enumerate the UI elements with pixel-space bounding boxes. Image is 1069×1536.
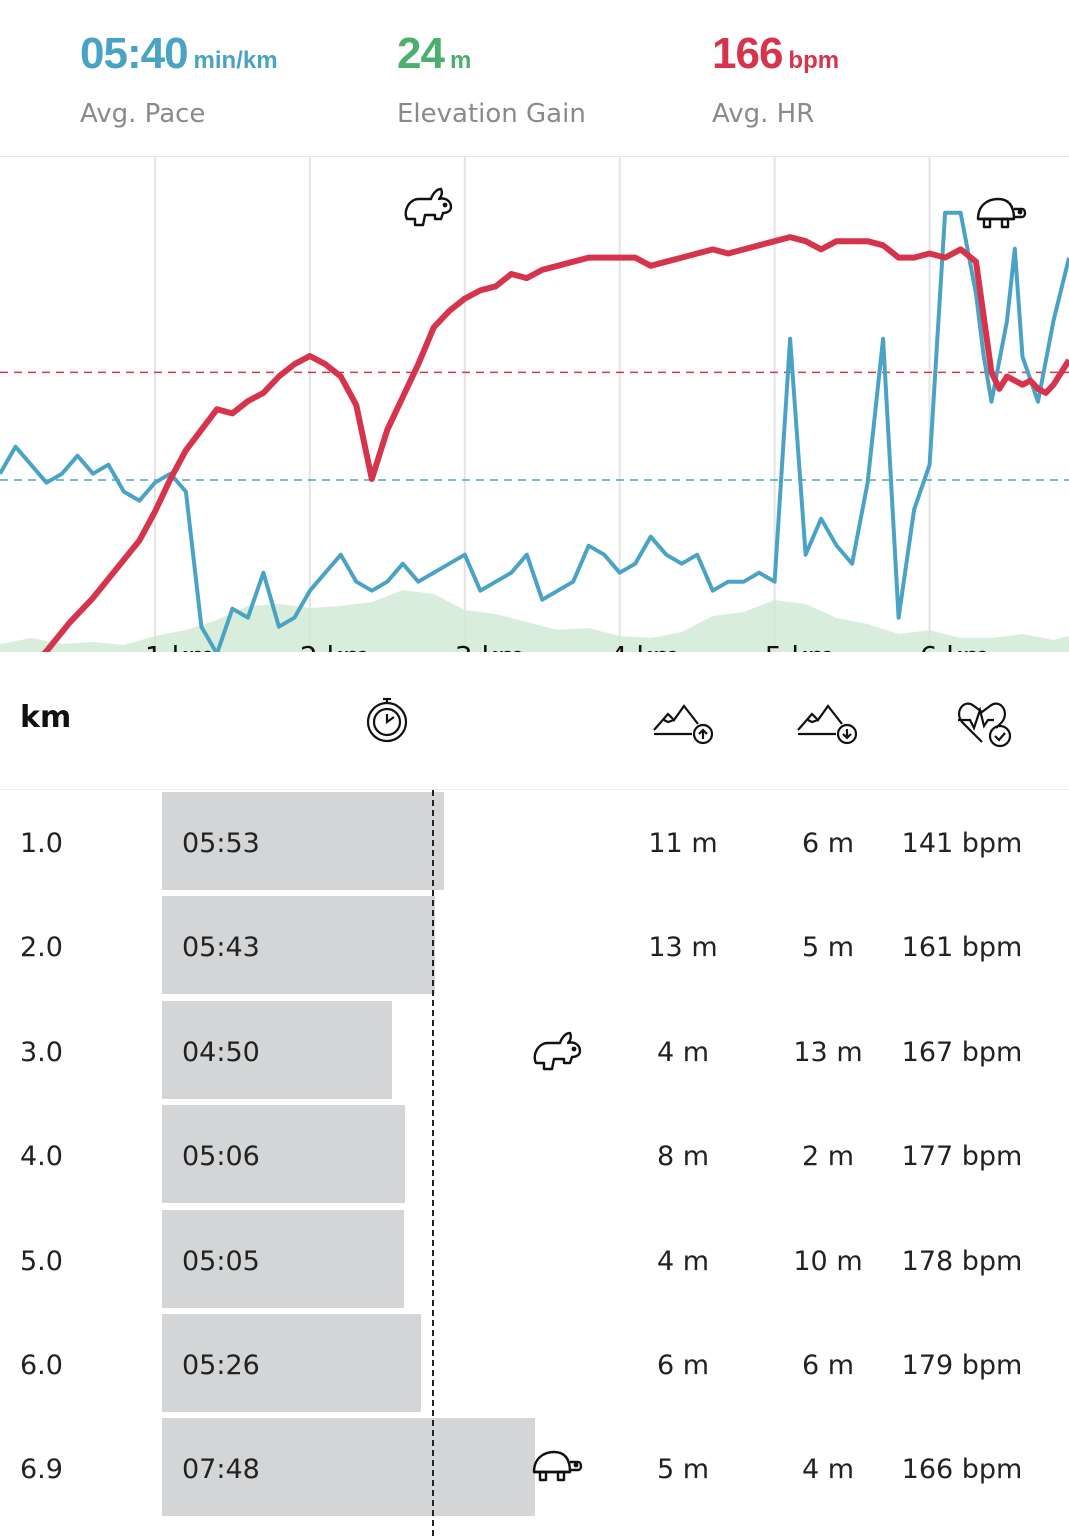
avg-pace-unit: min/km xyxy=(193,47,278,74)
turtle-icon xyxy=(530,1446,584,1490)
x-tick-label: 2 km xyxy=(300,640,370,652)
splits-table: 1.0 05:53 11 m 6 m 141 bpm 2.0 05:43 13 m 5 m 161… xyxy=(0,790,1069,1536)
split-heart-rate: 167 bpm xyxy=(901,1036,1023,1068)
chart-lines xyxy=(0,210,1069,652)
split-pace: 05:53 xyxy=(182,828,260,859)
split-heart-rate: 179 bpm xyxy=(901,1350,1023,1381)
split-km: 3.0 xyxy=(20,1036,63,1068)
split-row[interactable]: 3.0 04:50 4 m 13 m 167 bpm xyxy=(0,999,1069,1103)
x-tick-label: 6 km xyxy=(920,640,990,652)
split-heart-rate: 177 bpm xyxy=(901,1141,1023,1173)
run-chart-svg: 1 km 2 km 3 km 4 km 5 km 6 km xyxy=(0,157,1069,652)
pace-line xyxy=(0,210,1069,652)
split-ascent: 5 m xyxy=(656,1454,710,1486)
x-tick-label: 5 km xyxy=(765,640,835,652)
reference-lines xyxy=(0,371,1069,481)
split-descent: 2 m xyxy=(801,1141,855,1173)
stopwatch-icon xyxy=(364,696,410,748)
heart-rate-icon xyxy=(956,698,1014,754)
x-tick-label: 3 km xyxy=(455,640,525,652)
elevation-gain-stat: 24 m Elevation Gain xyxy=(397,28,586,130)
split-descent: 10 m xyxy=(793,1245,863,1277)
split-heart-rate: 166 bpm xyxy=(901,1454,1023,1486)
split-descent: 5 m xyxy=(801,932,855,964)
pace-bar xyxy=(162,1418,535,1517)
avg-hr-unit: bpm xyxy=(788,47,840,74)
avg-pace-reference-line xyxy=(432,790,434,1536)
avg-hr-label: Avg. HR xyxy=(712,99,815,129)
avg-hr-stat: 166 bpm Avg. HR xyxy=(712,28,839,130)
split-ascent: 4 m xyxy=(656,1245,710,1277)
split-pace: 07:48 xyxy=(182,1454,260,1486)
split-km: 5.0 xyxy=(20,1245,63,1277)
split-ascent: 13 m xyxy=(648,932,718,964)
elevation-gain-unit: m xyxy=(449,47,472,74)
split-heart-rate: 178 bpm xyxy=(901,1245,1023,1277)
split-descent: 6 m xyxy=(801,1350,855,1381)
x-tick-labels: 1 km 2 km 3 km 4 km 5 km 6 km xyxy=(145,640,990,652)
split-row[interactable]: 4.0 05:06 8 m 2 m 177 bpm xyxy=(0,1103,1069,1207)
pace-bar xyxy=(162,1314,421,1412)
split-row[interactable]: 6.0 05:26 6 m 6 m 179 bpm xyxy=(0,1312,1069,1416)
avg-pace-stat: 05:40 min/km Avg. Pace xyxy=(80,28,278,130)
chart-grid xyxy=(153,157,931,652)
split-heart-rate: 161 bpm xyxy=(901,932,1023,964)
split-pace: 05:06 xyxy=(182,1141,260,1173)
x-tick-label: 4 km xyxy=(610,640,680,652)
rabbit-icon xyxy=(404,187,452,227)
pace-bar xyxy=(162,1000,393,1099)
split-row[interactable]: 1.0 05:53 11 m 6 m 141 bpm xyxy=(0,790,1069,894)
heart-rate-line xyxy=(41,234,1069,652)
elevation-area-path xyxy=(0,590,1069,652)
pace-bar xyxy=(162,1105,405,1204)
elevation-area xyxy=(0,590,1069,652)
elevation-gain-value: 24 xyxy=(397,29,445,78)
split-descent: 13 m xyxy=(793,1036,863,1068)
split-heart-rate: 141 bpm xyxy=(901,828,1023,859)
ascent-icon xyxy=(652,700,716,752)
pace-bar xyxy=(162,896,435,995)
descent-icon xyxy=(796,700,860,752)
split-ascent: 4 m xyxy=(656,1036,710,1068)
summary-stats: 05:40 min/km Avg. Pace 24 m Elevation Gain… xyxy=(0,0,1069,157)
split-km: 2.0 xyxy=(20,932,63,964)
pace-bar xyxy=(162,792,444,890)
split-row[interactable]: 5.0 05:05 4 m 10 m 178 bpm xyxy=(0,1208,1069,1312)
split-ascent: 11 m xyxy=(648,828,718,859)
split-km: 6.0 xyxy=(20,1350,63,1381)
split-km: 1.0 xyxy=(20,828,63,859)
split-descent: 4 m xyxy=(801,1454,855,1486)
rabbit-icon xyxy=(530,1029,584,1079)
turtle-icon xyxy=(976,197,1027,229)
split-pace: 04:50 xyxy=(182,1036,260,1068)
split-pace: 05:05 xyxy=(182,1245,260,1277)
elevation-gain-label: Elevation Gain xyxy=(397,99,586,129)
split-pace: 05:43 xyxy=(182,932,260,964)
splits-header: km xyxy=(0,652,1069,790)
avg-pace-label: Avg. Pace xyxy=(80,99,206,129)
avg-hr-value: 166 xyxy=(712,29,783,78)
km-column-header: km xyxy=(20,700,72,735)
split-ascent: 6 m xyxy=(656,1350,710,1381)
split-km: 4.0 xyxy=(20,1141,63,1173)
chart-markers xyxy=(404,187,1027,229)
split-km: 6.9 xyxy=(20,1454,63,1486)
run-chart[interactable]: 1 km 2 km 3 km 4 km 5 km 6 km xyxy=(0,157,1069,652)
pace-bar xyxy=(162,1209,405,1308)
split-pace: 05:26 xyxy=(182,1350,260,1381)
split-descent: 6 m xyxy=(801,828,855,859)
avg-pace-value: 05:40 xyxy=(80,29,189,78)
split-row[interactable]: 6.9 07:48 5 m 4 m 166 bpm xyxy=(0,1416,1069,1520)
split-row[interactable]: 2.0 05:43 13 m 5 m 161 bpm xyxy=(0,894,1069,998)
x-tick-label: 1 km xyxy=(145,640,215,652)
split-ascent: 8 m xyxy=(656,1141,710,1173)
